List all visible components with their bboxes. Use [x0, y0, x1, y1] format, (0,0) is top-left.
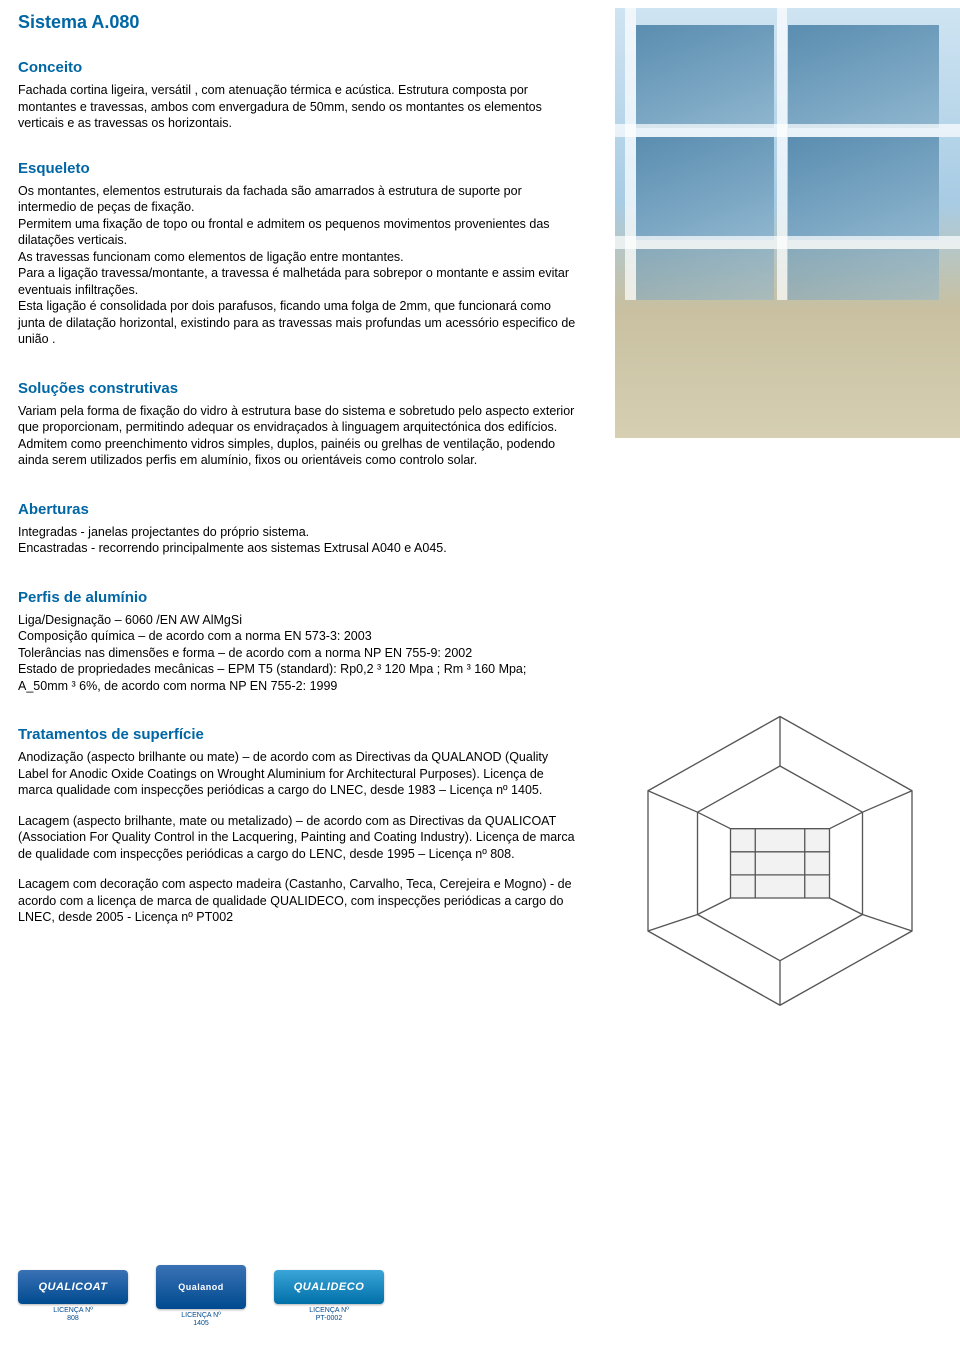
body-tratamentos-p1: Anodização (aspecto brilhante ou mate) –…	[18, 749, 578, 799]
logo-qualanod-sub: LICENÇA Nº 1405	[181, 1312, 221, 1327]
logo-qualicoat: QUALICOAT LICENÇA Nº 808	[18, 1262, 128, 1330]
section-aberturas: Aberturas Integradas - janelas projectan…	[18, 501, 942, 557]
body-perfis: Liga/Designação – 6060 /EN AW AlMgSi Com…	[18, 612, 578, 695]
body-esqueleto: Os montantes, elementos estruturais da f…	[18, 183, 578, 348]
certification-logos: QUALICOAT LICENÇA Nº 808 Qualanod LICENÇ…	[18, 1262, 384, 1330]
logo-qualanod-label: Qualanod	[156, 1265, 246, 1309]
body-aberturas: Integradas - janelas projectantes do pró…	[18, 524, 578, 557]
profile-diagram	[615, 700, 945, 1030]
body-conceito: Fachada cortina ligeira, versátil , com …	[18, 82, 578, 132]
logo-qualideco: QUALIDECO LICENÇA Nº PT-0002	[274, 1262, 384, 1330]
heading-aberturas: Aberturas	[18, 501, 942, 518]
heading-perfis: Perfis de alumínio	[18, 589, 942, 606]
body-tratamentos-p2: Lacagem (aspecto brilhante, mate ou meta…	[18, 813, 578, 863]
body-solucoes: Variam pela forma de fixação do vidro à …	[18, 403, 578, 469]
logo-qualicoat-sub: LICENÇA Nº 808	[53, 1307, 93, 1322]
body-tratamentos-p3: Lacagem com decoração com aspecto madeir…	[18, 876, 578, 926]
logo-qualideco-sub: LICENÇA Nº PT-0002	[309, 1307, 349, 1322]
facade-photo	[615, 8, 960, 438]
logo-qualicoat-label: QUALICOAT	[18, 1270, 128, 1304]
logo-qualanod: Qualanod LICENÇA Nº 1405	[156, 1262, 246, 1330]
section-perfis: Perfis de alumínio Liga/Designação – 606…	[18, 589, 942, 695]
logo-qualideco-label: QUALIDECO	[274, 1270, 384, 1304]
